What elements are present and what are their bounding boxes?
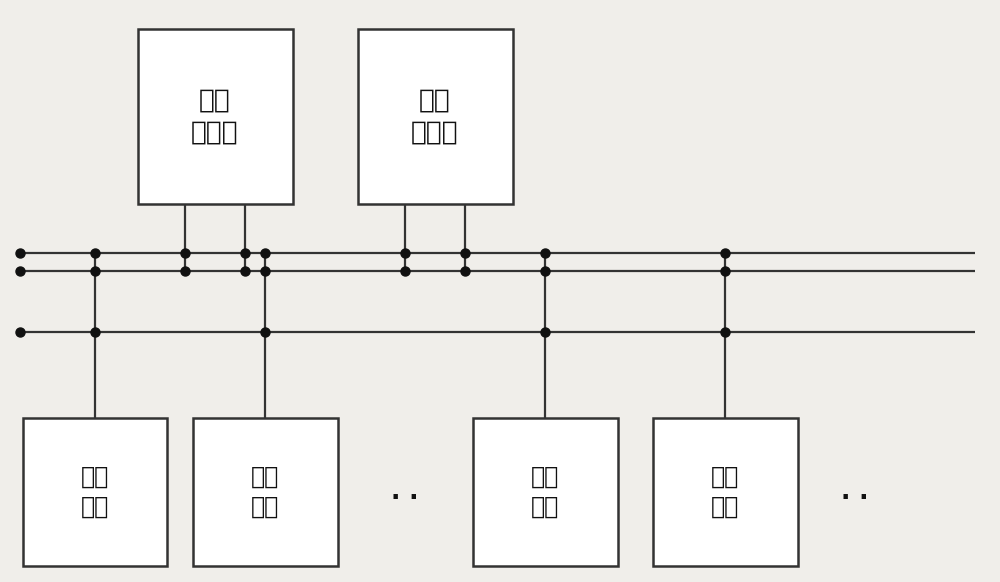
Bar [358, 29, 512, 204]
Text: 被控
设备: 被控 设备 [531, 465, 559, 519]
Text: 控制
处理器: 控制 处理器 [411, 87, 459, 146]
Text: 被控
设备: 被控 设备 [81, 465, 109, 519]
Text: 控制
处理器: 控制 处理器 [191, 87, 239, 146]
Text: 被控
设备: 被控 设备 [251, 465, 279, 519]
Bar [138, 29, 292, 204]
Bar [473, 418, 618, 566]
Text: 被控
设备: 被控 设备 [711, 465, 739, 519]
Text: . .: . . [841, 480, 869, 504]
Bar [652, 418, 798, 566]
Text: . .: . . [391, 480, 419, 504]
Bar [192, 418, 338, 566]
Bar [23, 418, 167, 566]
